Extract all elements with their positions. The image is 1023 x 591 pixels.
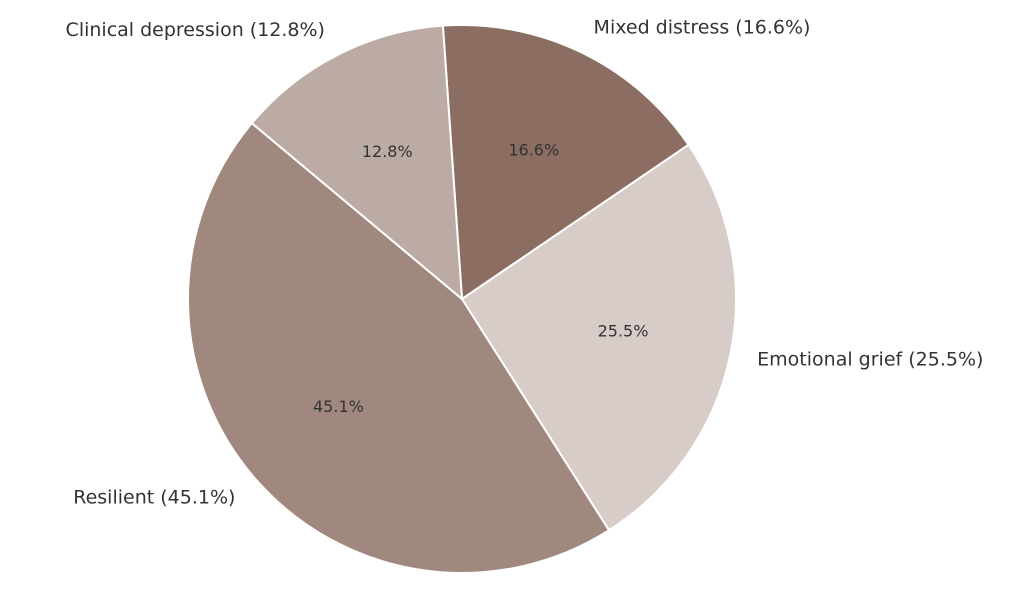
- slice-percent-label: 45.1%: [313, 397, 364, 416]
- slice-label: Resilient (45.1%): [73, 486, 235, 508]
- pie-slice: [460, 143, 737, 532]
- slice-label: Emotional grief (25.5%): [757, 348, 983, 370]
- pie-slice: [441, 24, 690, 301]
- slice-percent-label: 25.5%: [598, 322, 649, 341]
- slice-label: Mixed distress (16.6%): [594, 16, 811, 38]
- pie-slice: [250, 24, 464, 302]
- slice-label: Clinical depression (12.8%): [66, 19, 325, 41]
- slice-percent-label: 16.6%: [508, 141, 559, 160]
- pie-slice: [186, 121, 611, 574]
- slice-percent-label: 12.8%: [362, 142, 413, 161]
